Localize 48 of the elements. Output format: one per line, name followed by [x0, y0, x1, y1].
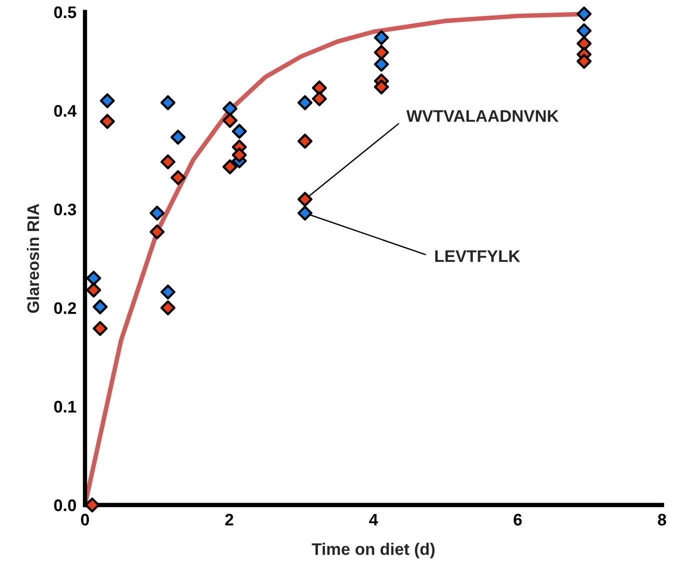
- point: [374, 30, 389, 46]
- annotation: LEVTFYLK: [435, 250, 520, 262]
- point: [150, 224, 165, 240]
- point: [160, 300, 176, 316]
- point: [170, 130, 186, 145]
- point: [222, 159, 238, 174]
- point: [84, 498, 100, 512]
- point: [298, 192, 312, 207]
- point: [312, 91, 327, 106]
- y-tick-label: 0.4: [54, 105, 77, 117]
- point: [160, 284, 176, 300]
- point: [100, 93, 115, 108]
- y-tick-label: 0.0: [54, 499, 76, 512]
- y-tick-label: 0.3: [54, 204, 76, 216]
- point: [86, 270, 102, 286]
- point: [374, 79, 389, 94]
- point: [298, 134, 312, 149]
- point: [170, 170, 186, 186]
- point: [298, 95, 312, 110]
- point: [298, 206, 312, 221]
- point: [576, 23, 592, 38]
- point: [150, 206, 165, 221]
- point: [92, 299, 108, 314]
- point: [86, 282, 102, 298]
- point: [312, 80, 327, 96]
- point: [374, 44, 389, 60]
- x-tick-label: 0: [81, 514, 89, 526]
- y-tick-label: 0.5: [54, 6, 76, 18]
- x-axis-title: Time on diet (d): [312, 542, 435, 558]
- point: [222, 101, 238, 116]
- point: [160, 95, 176, 110]
- x-tick-label: 2: [225, 514, 234, 526]
- point: [222, 112, 238, 128]
- point: [576, 54, 592, 69]
- x-tick-label: 4: [369, 514, 378, 526]
- x-tick-label: 8: [658, 514, 666, 526]
- y-axis-title: Glareosin RIA: [26, 204, 40, 313]
- point: [232, 147, 247, 162]
- point: [374, 56, 389, 72]
- point: [92, 321, 108, 336]
- y-tick-label: 0.2: [54, 302, 76, 314]
- point: [100, 114, 115, 129]
- x-tick-label: 6: [514, 514, 522, 526]
- point: [576, 6, 592, 22]
- point: [160, 154, 176, 170]
- y-tick-label: 0.1: [54, 400, 76, 413]
- point: [232, 124, 247, 139]
- annotation: WVTVALAADNVNK: [406, 110, 559, 122]
